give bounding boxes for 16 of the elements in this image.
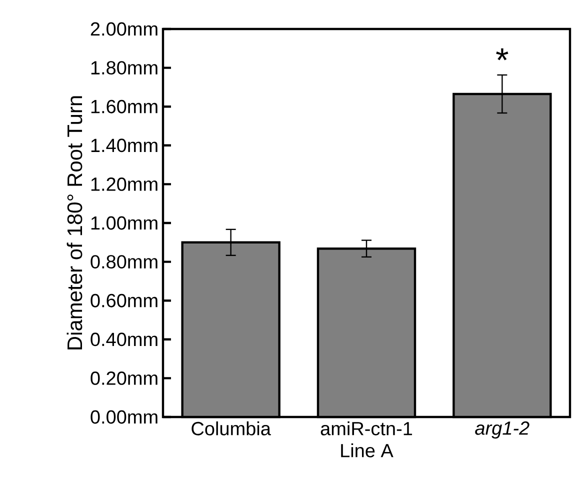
x-tick-label: Columbia [192, 421, 271, 436]
y-tick-label: 0.20mm [90, 371, 158, 385]
y-tick-label: 0.40mm [90, 332, 158, 346]
y-tick-label: 2.00mm [90, 22, 158, 36]
annotation: * [496, 48, 508, 60]
y-tick-label: 1.40mm [91, 138, 158, 152]
y-axis-title: Diameter of 180° Root Turn [66, 96, 82, 350]
y-tick-label: 1.60mm [91, 100, 158, 114]
x-tick-label: amiR-ctn-1 Line A [320, 421, 412, 458]
y-tick-label: 0.80mm [90, 255, 158, 269]
y-tick-label: 1.20mm [91, 177, 158, 191]
x-tick-label: arg1-2 [475, 421, 530, 439]
y-tick-label: 0.60mm [90, 294, 158, 308]
y-tick-label: 0.00mm [90, 410, 158, 424]
y-tick-label: 1.00mm [91, 216, 158, 230]
y-tick-label: 1.80mm [91, 61, 158, 75]
